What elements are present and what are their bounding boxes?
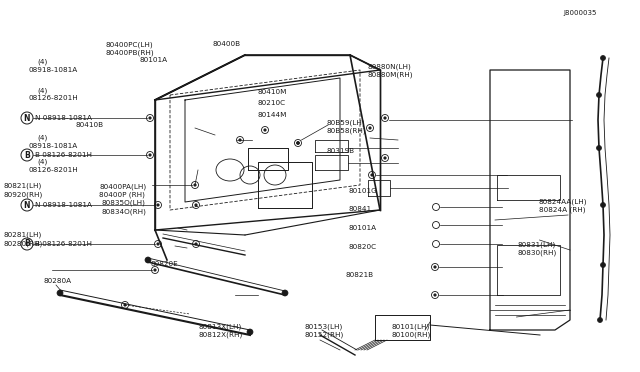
Text: 80824AA(LH): 80824AA(LH): [539, 199, 588, 205]
Text: 80400B: 80400B: [212, 41, 241, 47]
Text: 80101G: 80101G: [349, 188, 378, 194]
Text: 80920(RH): 80920(RH): [3, 191, 42, 198]
Circle shape: [384, 117, 386, 119]
Text: (4): (4): [37, 158, 47, 165]
Text: 80830(RH): 80830(RH): [517, 250, 556, 256]
Text: B 08126-8201H: B 08126-8201H: [35, 241, 92, 247]
Text: 80281(LH): 80281(LH): [3, 231, 42, 238]
Circle shape: [296, 141, 300, 144]
Circle shape: [145, 257, 151, 263]
Circle shape: [600, 263, 605, 267]
Circle shape: [600, 55, 605, 61]
Text: 80101A: 80101A: [349, 225, 377, 231]
Circle shape: [596, 93, 602, 97]
Text: 80400P (RH): 80400P (RH): [99, 192, 145, 198]
Circle shape: [369, 127, 371, 129]
Text: 80319B: 80319B: [326, 148, 355, 154]
Circle shape: [57, 290, 63, 296]
Circle shape: [154, 269, 156, 271]
Circle shape: [371, 174, 373, 176]
Text: (4): (4): [37, 58, 47, 65]
Text: 80101(LH): 80101(LH): [392, 323, 430, 330]
Text: 08918-1081A: 08918-1081A: [29, 143, 78, 149]
Text: 80834O(RH): 80834O(RH): [101, 208, 146, 215]
Text: 80410B: 80410B: [76, 122, 104, 128]
Text: N 08918-1081A: N 08918-1081A: [35, 202, 92, 208]
Text: 80880N(LH): 80880N(LH): [368, 64, 412, 70]
Circle shape: [600, 202, 605, 208]
Text: 80841: 80841: [349, 206, 372, 212]
Circle shape: [297, 142, 300, 144]
Circle shape: [157, 243, 159, 245]
Circle shape: [247, 329, 253, 335]
Text: 80820C: 80820C: [349, 244, 377, 250]
Text: 80B59(LH): 80B59(LH): [326, 119, 365, 126]
Circle shape: [124, 304, 126, 306]
Circle shape: [239, 139, 241, 141]
Text: N: N: [24, 113, 30, 122]
Text: 80821(LH): 80821(LH): [3, 183, 42, 189]
Text: 08918-1081A: 08918-1081A: [29, 67, 78, 73]
Text: 80410M: 80410M: [257, 89, 287, 94]
Circle shape: [598, 317, 602, 323]
Text: (4): (4): [37, 87, 47, 94]
Text: 80153(LH): 80153(LH): [305, 323, 343, 330]
Text: 08126-8201H: 08126-8201H: [29, 95, 79, 101]
Circle shape: [434, 294, 436, 296]
Text: 80210C: 80210C: [257, 100, 285, 106]
Text: 80100(RH): 80100(RH): [392, 331, 431, 338]
Text: 80400PC(LH): 80400PC(LH): [106, 41, 153, 48]
Text: 80400PA(LH): 80400PA(LH): [99, 183, 147, 190]
Text: 80831(LH): 80831(LH): [517, 241, 556, 248]
Text: 80101A: 80101A: [140, 57, 168, 63]
Circle shape: [596, 145, 602, 151]
Text: (4): (4): [37, 135, 47, 141]
Text: 80152(RH): 80152(RH): [305, 331, 344, 338]
Text: 08126-8201H: 08126-8201H: [29, 167, 79, 173]
Text: 80820E: 80820E: [150, 261, 178, 267]
Text: B: B: [24, 151, 30, 160]
Text: J8000035: J8000035: [563, 10, 596, 16]
Text: B: B: [24, 240, 30, 248]
Text: 80880M(RH): 80880M(RH): [368, 72, 413, 78]
Text: 80144M: 80144M: [257, 112, 287, 118]
Circle shape: [195, 204, 197, 206]
Circle shape: [434, 266, 436, 268]
Circle shape: [195, 243, 197, 245]
Circle shape: [194, 184, 196, 186]
Text: 80813X(LH): 80813X(LH): [198, 323, 242, 330]
Text: 80280(RH): 80280(RH): [3, 240, 42, 247]
Circle shape: [149, 117, 151, 119]
Text: 80B58(RH): 80B58(RH): [326, 128, 366, 134]
Text: 80280A: 80280A: [44, 278, 72, 284]
Text: N: N: [24, 201, 30, 209]
Text: B 08126-8201H: B 08126-8201H: [35, 152, 92, 158]
Text: 80400PB(RH): 80400PB(RH): [106, 49, 154, 56]
Text: N 08918-1081A: N 08918-1081A: [35, 115, 92, 121]
Text: 80821B: 80821B: [346, 272, 374, 278]
Circle shape: [157, 204, 159, 206]
Text: 80812X(RH): 80812X(RH): [198, 331, 243, 338]
Circle shape: [149, 154, 151, 156]
Circle shape: [384, 157, 386, 159]
Text: 80835O(LH): 80835O(LH): [101, 200, 145, 206]
Circle shape: [282, 290, 288, 296]
Circle shape: [264, 129, 266, 131]
Text: 80824A (RH): 80824A (RH): [539, 207, 586, 214]
